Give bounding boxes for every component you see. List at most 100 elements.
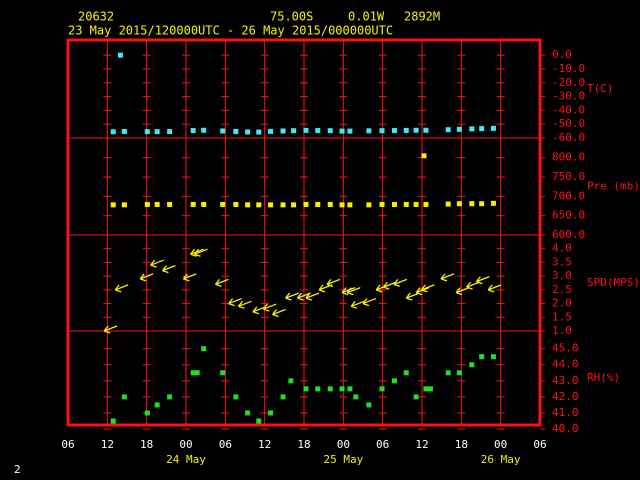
y-tick-label: -50.0	[552, 117, 585, 130]
point	[379, 386, 385, 392]
elevation: 2892M	[404, 10, 440, 24]
wind-arrow	[139, 273, 154, 282]
wind-arrow	[228, 297, 242, 307]
point	[280, 394, 286, 400]
y-tick-label: -30.0	[552, 90, 585, 103]
y-tick-label: 43.0	[552, 374, 579, 387]
y-tick-label: 4.0	[552, 242, 572, 255]
point	[413, 201, 419, 207]
point	[288, 378, 294, 384]
point	[347, 386, 353, 392]
point	[303, 201, 309, 207]
y-tick-label: 0.0	[552, 48, 572, 61]
point	[110, 202, 116, 208]
point	[233, 129, 239, 135]
x-tick-label: 18	[297, 438, 310, 451]
x-tick-label: 00	[179, 438, 192, 451]
point	[403, 201, 409, 207]
y-axis-label: Pre (mb)	[587, 180, 640, 193]
date-label: 26 May	[481, 453, 521, 466]
point	[445, 201, 451, 207]
wind-arrow	[487, 284, 502, 293]
point	[479, 126, 485, 132]
point	[220, 370, 226, 376]
point	[256, 418, 262, 424]
point	[327, 201, 333, 207]
y-tick-label: -60.0	[552, 131, 585, 144]
point	[445, 370, 451, 376]
point	[413, 127, 419, 133]
point	[256, 129, 262, 135]
y-tick-label: 45.0	[552, 342, 579, 355]
date-label: 25 May	[323, 453, 363, 466]
frame	[66, 38, 542, 427]
x-tick-label: 12	[101, 438, 114, 451]
point	[291, 128, 297, 134]
point	[144, 410, 150, 416]
wind-arrow	[466, 281, 480, 290]
wind-arrow	[305, 292, 320, 301]
wind-arrow	[237, 300, 252, 309]
wind-arrow	[262, 303, 277, 312]
point	[315, 128, 321, 134]
y-tick-label: 44.0	[552, 358, 579, 371]
wind-arrow	[362, 297, 377, 307]
point	[154, 402, 160, 408]
wind-arrow	[103, 325, 118, 334]
x-tick-label: 18	[140, 438, 153, 451]
point	[201, 201, 207, 207]
point	[154, 129, 160, 135]
point	[327, 386, 333, 392]
y-axis-label: SPD(MPS)	[587, 276, 640, 289]
point	[167, 394, 173, 400]
point	[194, 370, 200, 376]
point	[220, 128, 226, 134]
point	[391, 201, 397, 207]
y-tick-label: 41.0	[552, 406, 579, 419]
point	[469, 126, 475, 132]
wind-arrow	[150, 259, 164, 268]
point	[490, 200, 496, 206]
longitude: 0.01W	[348, 10, 385, 24]
y-tick-label: 1.0	[552, 324, 572, 337]
marks	[103, 52, 502, 424]
point	[327, 128, 333, 134]
point	[479, 201, 485, 207]
wind-arrow	[182, 273, 197, 282]
point	[490, 125, 496, 131]
point	[339, 128, 345, 134]
station: 20632	[78, 10, 114, 24]
point	[268, 410, 274, 416]
point	[154, 201, 160, 207]
point	[428, 386, 434, 392]
point	[121, 202, 127, 208]
wind-arrow	[393, 278, 408, 287]
point	[315, 201, 321, 207]
wind-arrow	[346, 286, 361, 296]
point	[201, 346, 207, 352]
x-tick-label: 18	[455, 438, 468, 451]
y-tick-label: 750.0	[552, 170, 585, 183]
wind-arrow	[214, 278, 229, 287]
point	[479, 354, 485, 360]
point	[413, 394, 419, 400]
page-number: 2	[14, 463, 21, 476]
period: 23 May 2015/120000UTC - 26 May 2015/0000…	[68, 24, 393, 38]
point	[303, 386, 309, 392]
point	[121, 394, 127, 400]
point	[469, 362, 475, 368]
point	[445, 127, 451, 133]
point	[391, 128, 397, 134]
x-tick-label: 00	[494, 438, 507, 451]
x-tick-label: 12	[415, 438, 428, 451]
wind-arrow	[114, 284, 129, 293]
y-axis-label: RH(%)	[587, 371, 620, 384]
wind-arrow	[272, 308, 286, 318]
point	[190, 370, 196, 376]
wind-arrow	[296, 292, 311, 301]
point	[421, 153, 427, 159]
point	[456, 370, 462, 376]
